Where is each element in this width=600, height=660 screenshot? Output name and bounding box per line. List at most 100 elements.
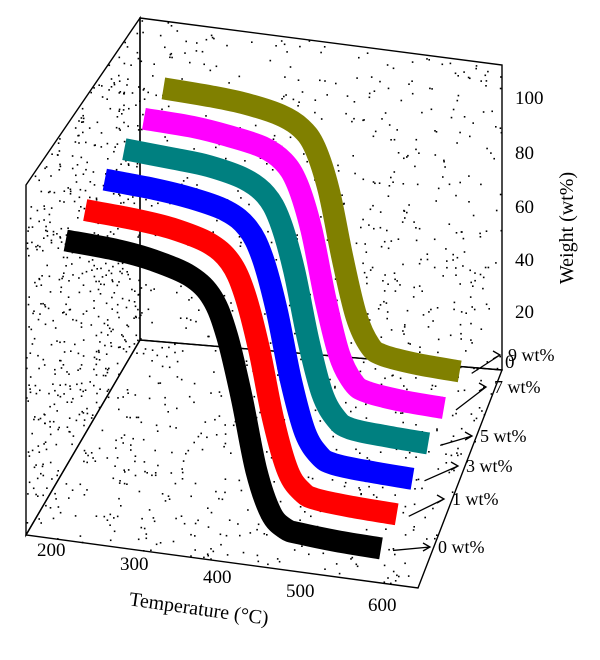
- series-label-5: 9 wt%: [508, 345, 555, 365]
- grid-dot: [388, 548, 390, 551]
- grid-dot: [411, 92, 414, 95]
- grid-dot: [113, 530, 116, 533]
- grid-dot: [334, 278, 337, 280]
- grid-dot: [138, 234, 140, 237]
- grid-dot: [311, 477, 314, 480]
- grid-dot: [480, 328, 483, 330]
- grid-dot: [470, 339, 472, 341]
- grid-dot: [62, 364, 65, 366]
- grid-dot: [54, 368, 56, 371]
- grid-dot: [242, 551, 245, 554]
- grid-dot: [413, 526, 415, 528]
- grid-dot: [182, 180, 185, 182]
- grid-dot: [482, 287, 484, 290]
- grid-dot: [436, 428, 438, 430]
- series-ribbons: [63, 77, 462, 560]
- grid-dot: [307, 476, 310, 479]
- grid-dot: [206, 436, 208, 439]
- grid-dot: [448, 471, 451, 474]
- grid-dot: [89, 196, 91, 199]
- grid-dot: [140, 526, 143, 529]
- grid-dot: [46, 230, 49, 233]
- grid-dot: [76, 164, 79, 166]
- grid-dot: [44, 323, 47, 326]
- grid-dot: [66, 401, 69, 403]
- grid-dot: [100, 283, 102, 285]
- grid-dot: [126, 84, 128, 86]
- grid-dot: [193, 441, 195, 444]
- grid-dot: [75, 174, 77, 177]
- grid-dot: [79, 535, 82, 537]
- grid-dot: [473, 367, 475, 370]
- grid-dot: [201, 448, 204, 451]
- grid-dot: [430, 108, 433, 111]
- series-leader-4: [455, 382, 488, 411]
- grid-dot: [344, 481, 347, 484]
- grid-dot: [294, 332, 296, 335]
- grid-dot: [183, 522, 186, 525]
- grid-dot: [43, 413, 45, 416]
- grid-dot: [143, 461, 146, 463]
- grid-dot: [500, 76, 502, 78]
- grid-dot: [110, 78, 113, 80]
- grid-dot: [462, 237, 465, 240]
- grid-dot: [85, 141, 87, 144]
- grid-dot: [353, 101, 356, 103]
- grid-dot: [196, 42, 198, 44]
- grid-dot: [402, 183, 405, 185]
- grid-dot: [57, 154, 59, 156]
- grid-dot: [479, 232, 481, 235]
- grid-dot: [132, 196, 134, 198]
- grid-dot: [189, 61, 191, 64]
- grid-dot: [28, 384, 30, 386]
- y-tick-label: 80: [515, 143, 534, 164]
- grid-dot: [123, 140, 126, 143]
- grid-dot: [259, 411, 261, 414]
- grid-dot: [426, 538, 428, 540]
- grid-dot: [220, 543, 222, 546]
- grid-dot: [38, 367, 40, 370]
- grid-dot: [78, 120, 80, 122]
- grid-dot: [478, 407, 481, 409]
- grid-dot: [254, 124, 257, 127]
- grid-dot: [93, 300, 95, 302]
- grid-dot: [299, 519, 301, 521]
- grid-dot: [137, 125, 139, 127]
- grid-dot: [78, 277, 80, 279]
- grid-dot: [50, 207, 53, 209]
- grid-dot: [58, 150, 61, 152]
- grid-dot: [106, 98, 108, 100]
- grid-dot: [117, 262, 120, 265]
- grid-dot: [406, 211, 408, 214]
- grid-dot: [405, 457, 407, 459]
- grid-dot: [288, 304, 291, 307]
- grid-dot: [223, 445, 225, 448]
- grid-dot: [205, 115, 207, 117]
- grid-dot: [161, 365, 164, 368]
- grid-dot: [109, 524, 111, 526]
- grid-dot: [414, 488, 416, 490]
- grid-dot: [51, 478, 53, 480]
- grid-dot: [471, 342, 473, 344]
- grid-dot: [93, 368, 95, 371]
- grid-dot: [238, 236, 241, 238]
- grid-dot: [46, 235, 49, 237]
- grid-dot: [454, 72, 457, 75]
- grid-dot: [81, 272, 84, 275]
- grid-dot: [102, 374, 105, 377]
- grid-dot: [495, 126, 497, 128]
- grid-dot: [269, 59, 272, 62]
- grid-dot: [460, 427, 463, 430]
- grid-dot: [63, 341, 66, 343]
- grid-dot: [86, 461, 88, 464]
- grid-dot: [390, 329, 393, 331]
- grid-dot: [171, 56, 173, 59]
- grid-dot: [137, 57, 140, 60]
- grid-dot: [63, 190, 66, 192]
- grid-dot: [57, 428, 59, 431]
- grid-dot: [419, 346, 421, 348]
- grid-dot: [399, 284, 401, 286]
- grid-dot: [171, 451, 173, 454]
- grid-dot: [63, 311, 65, 313]
- grid-dot: [125, 160, 127, 162]
